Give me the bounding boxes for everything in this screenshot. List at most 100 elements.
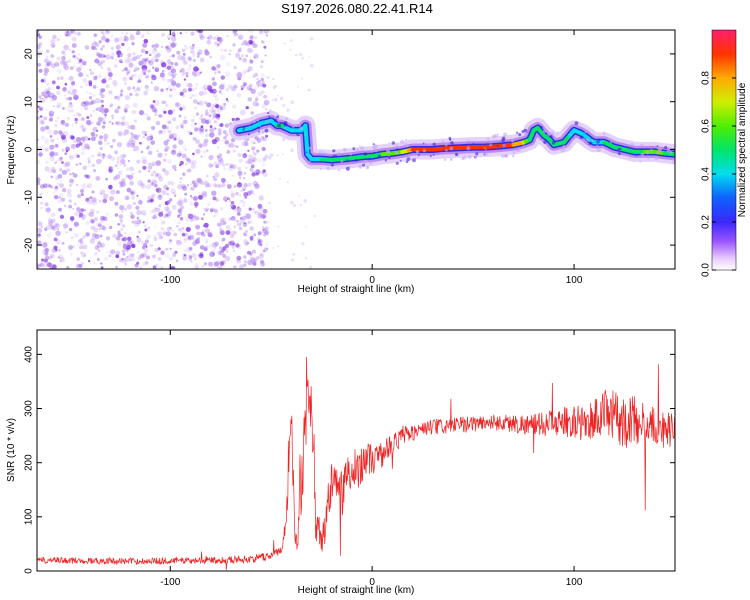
ridge-speckle	[337, 151, 340, 154]
noise-speckle	[140, 72, 145, 76]
noise-speckle	[261, 90, 265, 94]
noise-speckle	[120, 228, 124, 231]
noise-speckle	[39, 194, 42, 197]
noise-speckle	[158, 194, 162, 198]
ridge-speckle	[429, 155, 432, 157]
noise-speckle	[188, 255, 192, 258]
noise-speckle	[73, 152, 80, 158]
noise-speckle	[117, 52, 123, 58]
noise-speckle	[237, 34, 244, 40]
noise-speckle	[170, 188, 176, 194]
noise-speckle	[121, 69, 125, 72]
noise-speckle	[213, 261, 219, 267]
ridge-speckle	[547, 132, 551, 137]
noise-speckle	[185, 216, 191, 222]
noise-speckle	[218, 250, 224, 256]
noise-speckle	[164, 144, 169, 149]
noise-speckle	[94, 245, 100, 250]
ridge-speckle	[331, 163, 334, 167]
noise-speckle	[204, 101, 208, 105]
noise-speckle	[94, 217, 98, 222]
ridge-speckle	[269, 109, 272, 112]
noise-speckle	[143, 213, 146, 216]
noise-speckle	[161, 190, 167, 195]
noise-speckle	[213, 215, 216, 218]
ridge-speckle	[591, 140, 594, 143]
noise-speckle	[262, 158, 266, 163]
noise-speckle	[116, 142, 123, 148]
noise-speckle	[194, 263, 199, 267]
noise-speckle	[163, 110, 167, 114]
noise-speckle	[99, 146, 103, 151]
noise-speckle	[165, 66, 169, 70]
noise-speckle	[247, 47, 252, 53]
noise-speckle	[174, 102, 180, 107]
noise-speckle	[255, 256, 260, 260]
ridge-speckle	[298, 133, 300, 135]
noise-speckle	[161, 210, 164, 213]
noise-speckle	[91, 45, 96, 51]
ridge-speckle	[404, 143, 409, 148]
noise-speckle	[224, 141, 228, 145]
noise-speckle	[250, 139, 255, 145]
noise-speckle	[171, 229, 174, 232]
noise-speckle	[151, 196, 154, 199]
ridge-speckle	[551, 140, 556, 145]
noise-speckle	[77, 57, 83, 63]
noise-speckle	[117, 257, 122, 262]
noise-speckle	[120, 153, 126, 160]
noise-speckle	[191, 46, 195, 50]
ridge-speckle	[516, 131, 519, 134]
noise-speckle	[244, 141, 249, 147]
noise-speckle	[237, 208, 241, 212]
noise-speckle	[68, 75, 74, 81]
noise-speckle	[172, 150, 175, 153]
noise-speckle	[206, 174, 209, 178]
noise-speckle	[185, 169, 190, 173]
spectrogram-ylabel: Frequency (Hz)	[6, 116, 17, 185]
noise-speckle	[183, 238, 188, 243]
noise-speckle	[73, 93, 77, 98]
noise-speckle	[85, 83, 88, 87]
noise-speckle	[216, 43, 220, 46]
noise-speckle	[87, 137, 91, 141]
noise-speckle	[264, 226, 269, 231]
noise-speckle	[253, 53, 259, 59]
noise-speckle	[182, 88, 187, 93]
ridge-speckle	[639, 160, 642, 163]
noise-speckle	[95, 176, 101, 181]
noise-speckle	[203, 207, 207, 211]
noise-speckle	[142, 159, 148, 165]
noise-speckle	[236, 145, 239, 148]
noise-speckle	[171, 30, 176, 33]
noise-speckle	[242, 186, 247, 191]
noise-speckle	[126, 142, 131, 148]
noise-speckle	[217, 250, 222, 255]
noise-speckle	[76, 139, 82, 144]
noise-speckle	[117, 98, 120, 101]
noise-speckle	[119, 205, 125, 211]
noise-speckle	[63, 44, 69, 51]
noise-speckle	[78, 65, 84, 70]
noise-speckle	[84, 143, 90, 149]
noise-speckle	[64, 82, 68, 86]
noise-speckle	[228, 166, 233, 172]
noise-speckle	[53, 223, 59, 228]
ridge-speckle	[375, 150, 378, 153]
noise-speckle	[221, 183, 226, 188]
noise-speckle	[80, 85, 83, 89]
noise-speckle	[37, 234, 41, 238]
noise-speckle	[62, 87, 67, 92]
ridge-speckle	[671, 161, 675, 164]
noise-speckle	[161, 45, 164, 48]
noise-speckle	[133, 220, 138, 225]
noise-speckle	[228, 142, 235, 148]
noise-speckle	[100, 141, 103, 144]
noise-speckle	[226, 61, 231, 67]
ridge-speckle	[503, 132, 507, 137]
noise-speckle	[299, 203, 303, 207]
noise-speckle	[156, 149, 159, 153]
noise-speckle	[132, 85, 136, 90]
noise-speckle	[239, 264, 244, 269]
noise-speckle	[290, 148, 294, 153]
